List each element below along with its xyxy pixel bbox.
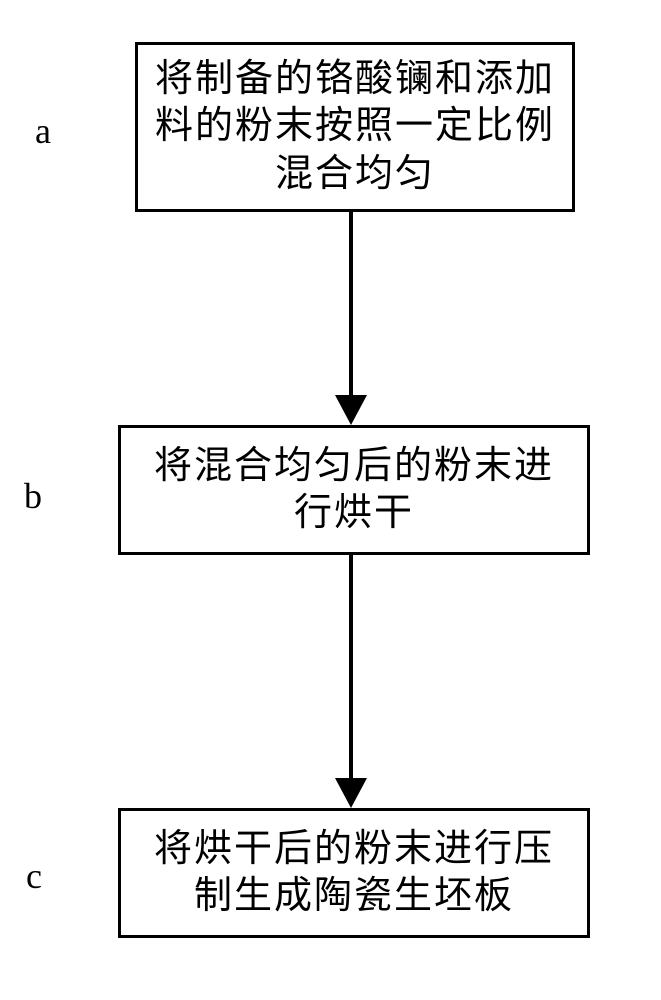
flow-node-c: 将烘干后的粉末进行压 制生成陶瓷生坯板 [118,808,590,938]
flow-label-a: a [35,110,51,152]
arrow-a-to-b-line [349,212,353,395]
flow-label-c: c [26,855,42,897]
flowchart-canvas: 将制备的铬酸镧和添加 料的粉末按照一定比例 混合均匀 a 将混合均匀后的粉末进 … [0,0,661,1000]
flow-node-a: 将制备的铬酸镧和添加 料的粉末按照一定比例 混合均匀 [135,42,575,212]
arrow-b-to-c-line [349,555,353,778]
flow-node-c-text: 将烘干后的粉末进行压 制生成陶瓷生坯板 [154,826,554,921]
flow-node-a-text: 将制备的铬酸镧和添加 料的粉末按照一定比例 混合均匀 [155,56,555,199]
flow-label-b: b [24,475,42,517]
flow-node-b-text: 将混合均匀后的粉末进 行烘干 [154,443,554,538]
arrow-a-to-b-head [335,395,367,425]
flow-node-b: 将混合均匀后的粉末进 行烘干 [118,425,590,555]
arrow-b-to-c-head [335,778,367,808]
